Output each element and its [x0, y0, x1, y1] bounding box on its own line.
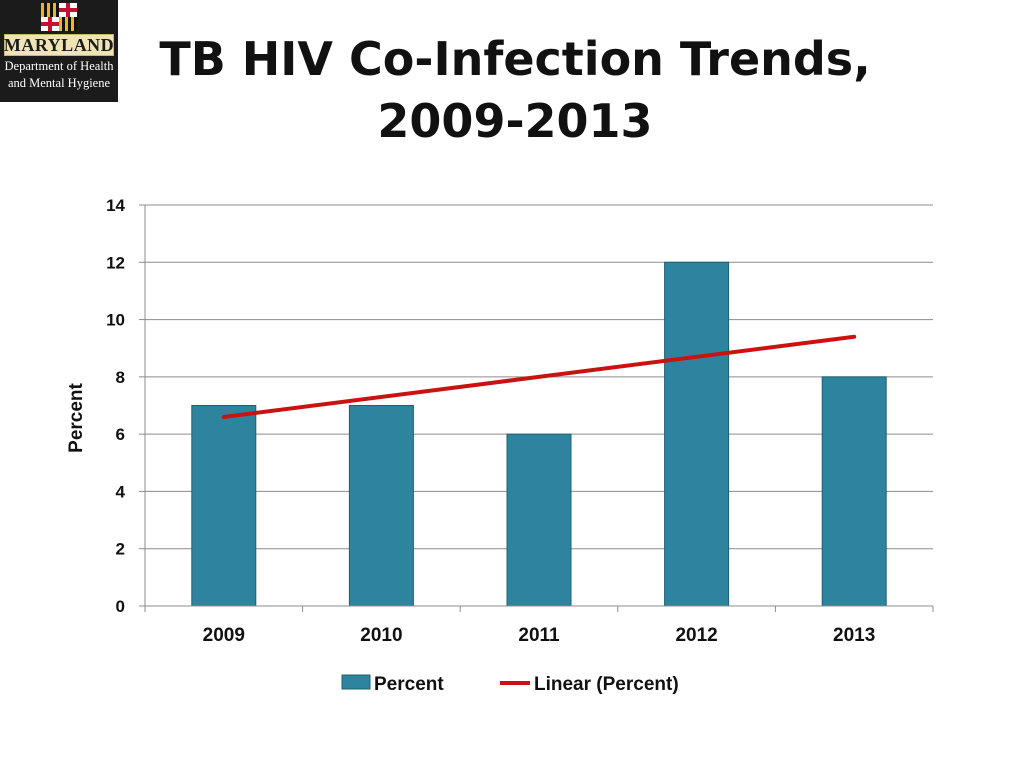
- axes: [139, 204, 934, 612]
- maryland-flag-icon: [41, 3, 77, 31]
- legend-percent-swatch: [341, 674, 371, 690]
- y-tick-label: 12: [106, 253, 125, 272]
- y-tick-label: 4: [116, 482, 126, 501]
- slide-title-line2: 2009-2013: [377, 94, 653, 148]
- legend-trend-label: Linear (Percent): [534, 674, 679, 695]
- x-tick-label: 2013: [833, 625, 875, 646]
- y-tick-label: 14: [106, 196, 125, 215]
- trendline-layer: [221, 334, 857, 419]
- trendline: [221, 334, 857, 419]
- bar: [664, 261, 730, 607]
- slide-title-line1: TB HIV Co-Infection Trends,: [159, 32, 871, 86]
- y-tick-label: 2: [116, 540, 125, 559]
- x-tick-label: 2011: [518, 625, 560, 646]
- y-axis-title: Percent: [66, 382, 87, 452]
- y-tick-label: 6: [116, 425, 125, 444]
- axis-labels: 0 2 4 6 8 10 12 14 2009 2010 2011 2012 2013: [106, 196, 875, 646]
- logo-department: Department of Health and Mental Hygiene: [0, 58, 118, 92]
- logo-name: MARYLAND: [3, 34, 115, 56]
- bar: [821, 376, 887, 607]
- bars: [191, 261, 887, 607]
- y-tick-label: 0: [116, 597, 125, 616]
- bar: [506, 433, 572, 607]
- x-tick-label: 2012: [675, 625, 717, 646]
- bar: [191, 405, 257, 607]
- bar: [348, 405, 414, 607]
- maryland-dhmh-logo: MARYLAND Department of Health and Mental…: [0, 0, 118, 102]
- logo-dept-line2: and Mental Hygiene: [7, 76, 111, 90]
- logo-dept-line1: Department of Health: [4, 59, 114, 73]
- x-tick-label: 2010: [360, 625, 402, 646]
- x-tick-label: 2009: [203, 625, 245, 646]
- y-tick-label: 8: [116, 368, 125, 387]
- slide-title: TB HIV Co-Infection Trends, 2009-2013: [120, 28, 910, 152]
- legend: Percent Linear (Percent): [341, 674, 679, 695]
- legend-percent-label: Percent: [374, 674, 444, 695]
- y-tick-label: 10: [106, 311, 125, 330]
